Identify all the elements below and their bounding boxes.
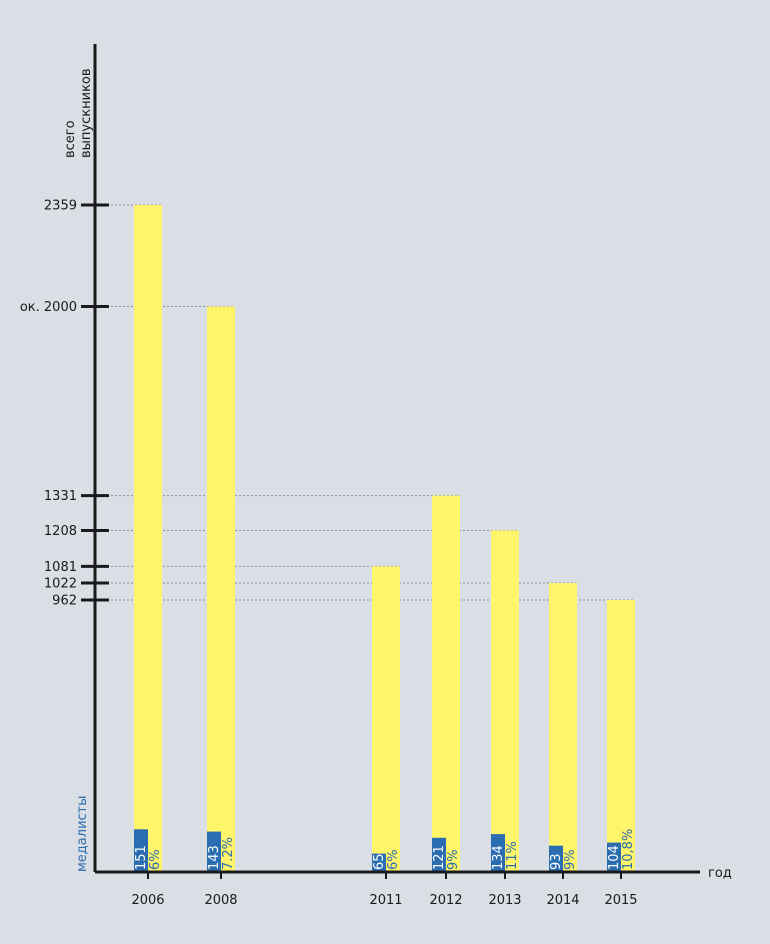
y-tick-label: 2359 <box>44 199 77 214</box>
medal-bars <box>134 829 621 872</box>
percent-label-2011: 6% <box>386 849 401 870</box>
bar-medal-2006 <box>134 829 148 872</box>
bar-total-2011 <box>372 566 400 872</box>
x-tick-labels: 2006 2008 2011 2012 2013 2014 2015 <box>131 872 638 908</box>
bar-medal-2015 <box>607 842 621 872</box>
bar-medal-2011 <box>372 853 386 872</box>
x-tick-label-2011: 2011 <box>369 893 402 908</box>
medal-value-label-2006: 151 <box>134 845 149 870</box>
x-tick-label-2006: 2006 <box>131 893 164 908</box>
x-tick-label-2014: 2014 <box>546 893 579 908</box>
y-tick-label: 962 <box>52 593 77 608</box>
percent-labels: 6% 7.2% 6% 9% 11% 9% 10,8% <box>148 829 636 870</box>
medal-value-label-2008: 143 <box>207 845 222 870</box>
medal-value-label-2015: 104 <box>607 845 622 870</box>
bar-medal-2008 <box>207 831 221 872</box>
x-tick-label-2012: 2012 <box>429 893 462 908</box>
bar-medal-2014 <box>549 845 563 872</box>
percent-label-2014: 9% <box>563 849 578 870</box>
medal-value-labels: 151 143 65 121 134 93 104 <box>134 845 622 870</box>
bar-medal-2013 <box>491 834 505 872</box>
guide-lines <box>95 204 635 601</box>
y-tick-label: 1208 <box>44 524 77 539</box>
medal-series-label: медалисты <box>75 795 90 872</box>
percent-label-2012: 9% <box>446 849 461 870</box>
bar-total-2015 <box>607 599 635 872</box>
percent-label-2006: 6% <box>148 849 163 870</box>
bar-total-2012 <box>432 495 460 872</box>
y-tick-label: ок. 2000 <box>20 300 77 315</box>
bar-total-2014 <box>549 583 577 872</box>
medal-value-label-2011: 65 <box>372 853 387 870</box>
y-axis-label-line1: всего <box>63 120 78 158</box>
percent-label-2013: 11% <box>505 841 520 870</box>
medal-value-label-2014: 93 <box>549 853 564 870</box>
x-tick-label-2015: 2015 <box>604 893 637 908</box>
x-tick-label-2008: 2008 <box>204 893 237 908</box>
y-tick-label: 1022 <box>44 577 77 592</box>
x-axis-label: год <box>708 866 732 881</box>
percent-label-2015: 10,8% <box>621 829 636 870</box>
percent-label-2008: 7.2% <box>221 837 236 870</box>
total-bars <box>134 205 635 873</box>
y-tick-label: 1081 <box>44 560 77 575</box>
bar-medal-2012 <box>432 837 446 872</box>
medal-value-label-2012: 121 <box>432 845 447 870</box>
bar-total-2006 <box>134 205 162 872</box>
y-tick-label: 1331 <box>44 489 77 504</box>
bar-total-2008 <box>207 306 235 873</box>
x-tick-label-2013: 2013 <box>488 893 521 908</box>
y-axis-label-line2: выпускников <box>79 68 94 158</box>
bar-total-2013 <box>491 530 519 872</box>
medal-value-label-2013: 134 <box>491 845 506 870</box>
